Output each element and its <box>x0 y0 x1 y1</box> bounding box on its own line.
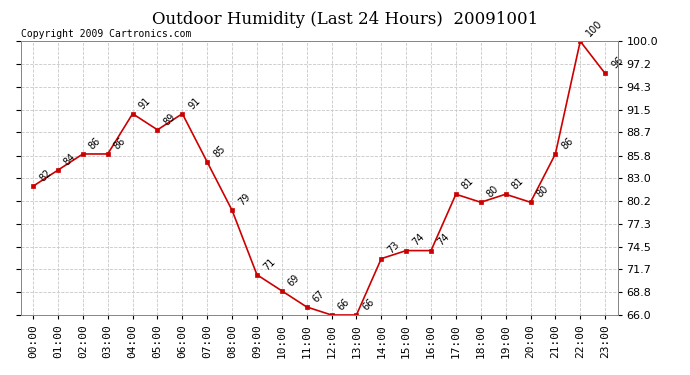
Text: Copyright 2009 Cartronics.com: Copyright 2009 Cartronics.com <box>21 28 191 39</box>
Text: 67: 67 <box>311 288 326 304</box>
Text: 81: 81 <box>510 176 526 192</box>
Text: 74: 74 <box>435 232 451 248</box>
Text: 82: 82 <box>37 168 53 183</box>
Text: 91: 91 <box>137 95 152 111</box>
Text: 86: 86 <box>560 135 575 151</box>
Text: 80: 80 <box>485 184 501 200</box>
Text: 66: 66 <box>336 297 351 312</box>
Text: 89: 89 <box>161 111 177 127</box>
Text: 85: 85 <box>211 143 227 159</box>
Text: 96: 96 <box>609 55 625 70</box>
Text: 79: 79 <box>236 192 252 207</box>
Text: Outdoor Humidity (Last 24 Hours)  20091001: Outdoor Humidity (Last 24 Hours) 2009100… <box>152 11 538 28</box>
Text: 86: 86 <box>87 135 103 151</box>
Text: 71: 71 <box>261 256 277 272</box>
Text: 86: 86 <box>112 135 128 151</box>
Text: 100: 100 <box>584 18 604 39</box>
Text: 84: 84 <box>62 152 78 167</box>
Text: 69: 69 <box>286 272 302 288</box>
Text: 81: 81 <box>460 176 476 192</box>
Text: 66: 66 <box>361 297 376 312</box>
Text: 74: 74 <box>411 232 426 248</box>
Text: 73: 73 <box>386 240 402 256</box>
Text: 91: 91 <box>186 95 202 111</box>
Text: 80: 80 <box>535 184 551 200</box>
